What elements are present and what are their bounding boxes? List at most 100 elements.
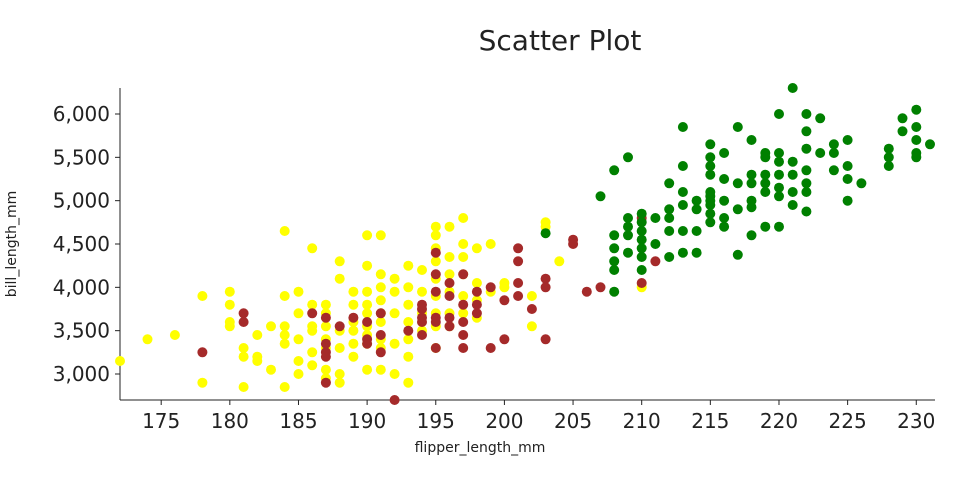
data-point-series-3: [774, 182, 784, 193]
data-point-series-2: [238, 317, 249, 327]
data-point-series-3: [828, 148, 839, 158]
data-point-series-2: [320, 338, 331, 349]
data-point-series-1: [362, 260, 373, 271]
data-point-series-2: [540, 282, 551, 293]
data-point-series-1: [279, 321, 290, 332]
data-point-series-1: [238, 351, 249, 362]
data-point-series-1: [362, 230, 373, 241]
data-point-series-3: [787, 200, 798, 210]
data-point-series-2: [430, 286, 441, 297]
data-point-series-1: [417, 265, 427, 275]
data-point-series-2: [348, 312, 359, 323]
data-point-series-3: [828, 165, 839, 176]
data-point-series-3: [801, 187, 812, 197]
data-point-series-3: [732, 204, 743, 215]
data-point-series-3: [719, 221, 730, 232]
y-tick-label: 3,500: [53, 319, 110, 343]
chart-title: Scatter Plot: [479, 24, 642, 57]
data-point-series-3: [650, 239, 661, 249]
data-point-series-1: [252, 356, 263, 366]
x-axis-ticks: 175 180 185 190 195 200 205 210 215 220 225 230: [142, 400, 935, 433]
data-point-series-2: [197, 347, 208, 358]
data-point-series-1: [389, 369, 400, 379]
data-point-series-3: [746, 135, 757, 145]
data-point-series-3: [883, 143, 894, 154]
data-point-series-3: [691, 195, 702, 206]
data-point-series-3: [760, 169, 771, 180]
data-point-series-3: [774, 191, 784, 202]
data-point-series-2: [444, 321, 455, 332]
data-point-series-3: [746, 202, 757, 213]
data-point-series-3: [664, 178, 675, 189]
data-point-series-3: [787, 83, 798, 93]
data-point-series-1: [334, 377, 345, 388]
x-tick-label: 190: [348, 409, 386, 433]
data-point-series-3: [815, 113, 826, 124]
data-point-series-2: [485, 282, 496, 293]
data-point-series-1: [375, 295, 386, 306]
data-point-series-1: [307, 325, 318, 336]
data-point-series-1: [238, 343, 249, 353]
data-point-series-3: [911, 104, 922, 115]
data-point-series-3: [677, 226, 688, 236]
y-tick-label: 5,000: [53, 189, 110, 213]
data-point-series-3: [774, 156, 784, 167]
data-point-series-3: [623, 213, 633, 223]
data-point-series-3: [664, 252, 675, 262]
data-point-series-2: [471, 308, 482, 319]
data-point-series-3: [746, 230, 757, 241]
data-point-series-3: [842, 135, 853, 145]
data-point-series-3: [705, 152, 716, 163]
data-point-series-2: [458, 317, 469, 327]
data-point-series-1: [293, 286, 304, 297]
data-point-series-3: [911, 135, 922, 145]
data-point-series-1: [348, 299, 359, 310]
data-point-series-3: [787, 187, 798, 197]
data-point-series-1: [197, 291, 208, 301]
data-point-series-2: [458, 330, 469, 340]
data-point-series-2: [417, 330, 427, 340]
data-point-series-3: [842, 161, 853, 171]
data-point-series-2: [444, 312, 455, 323]
data-point-series-3: [691, 247, 702, 258]
data-point-series-2: [417, 317, 427, 327]
data-point-series-3: [705, 169, 716, 180]
data-point-series-3: [774, 221, 784, 232]
data-point-series-2: [362, 338, 373, 349]
data-point-series-1: [348, 338, 359, 349]
data-point-series-3: [691, 226, 702, 236]
data-point-series-2: [471, 299, 482, 310]
data-point-series-3: [609, 230, 620, 241]
data-point-series-2: [362, 317, 373, 327]
data-point-series-2: [513, 278, 524, 288]
data-point-series-1: [403, 317, 414, 327]
data-point-series-1: [554, 256, 565, 267]
data-point-series-2: [444, 291, 455, 301]
data-point-series-3: [595, 191, 606, 202]
data-point-series-3: [609, 243, 620, 254]
data-point-series-1: [471, 243, 482, 254]
data-point-series-1: [307, 243, 318, 254]
data-point-series-1: [403, 299, 414, 310]
data-point-series-1: [375, 282, 386, 293]
data-point-series-3: [842, 174, 853, 184]
data-point-series-3: [801, 165, 812, 176]
data-point-series-1: [293, 369, 304, 379]
data-point-series-2: [595, 282, 606, 293]
data-point-series-1: [362, 364, 373, 375]
x-tick-label: 205: [554, 409, 592, 433]
data-point-series-2: [430, 247, 441, 258]
data-point-series-1: [279, 338, 290, 349]
data-point-series-3: [719, 174, 730, 184]
data-point-series-3: [664, 213, 675, 223]
data-point-series-1: [389, 286, 400, 297]
data-point-series-3: [774, 169, 784, 180]
data-point-series-3: [897, 126, 908, 137]
data-point-series-1: [362, 308, 373, 319]
data-point-series-1: [403, 351, 414, 362]
data-point-series-3: [760, 221, 771, 232]
data-point-series-3: [623, 247, 633, 258]
data-point-series-3: [623, 230, 633, 241]
data-point-series-2: [320, 312, 331, 323]
